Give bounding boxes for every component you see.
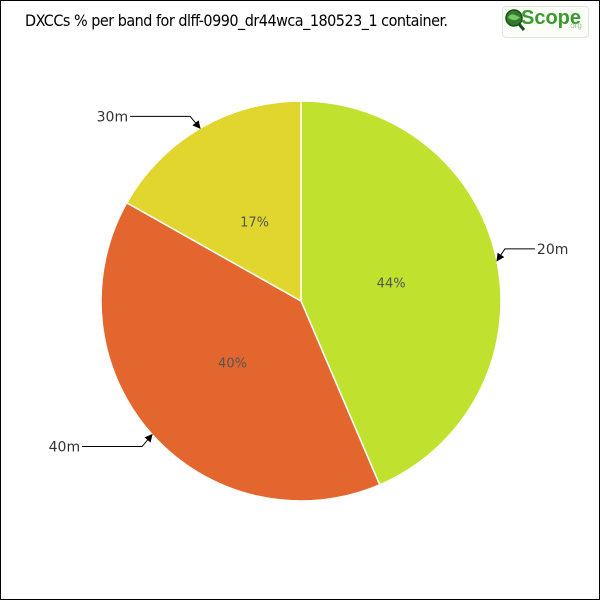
callout-line-20m	[496, 248, 535, 262]
magnifier-globe-icon	[505, 9, 525, 31]
slice-percent-label-20m: 44%	[377, 277, 406, 292]
callout-line-40m	[82, 433, 153, 448]
band-label-40m: 40m	[49, 440, 80, 456]
band-label-20m: 20m	[537, 242, 568, 258]
logo-brand-text: Scope	[521, 7, 582, 29]
slice-percent-label-40m: 40%	[218, 356, 247, 371]
slice-percent-label-30m: 17%	[240, 216, 269, 231]
chart-title: DXCCs % per band for dlff-0990_dr44wca_1…	[25, 11, 448, 30]
logo-suffix-text: .org	[568, 21, 582, 30]
callout-line-30m	[130, 115, 201, 129]
band-label-30m: 30m	[97, 109, 128, 125]
